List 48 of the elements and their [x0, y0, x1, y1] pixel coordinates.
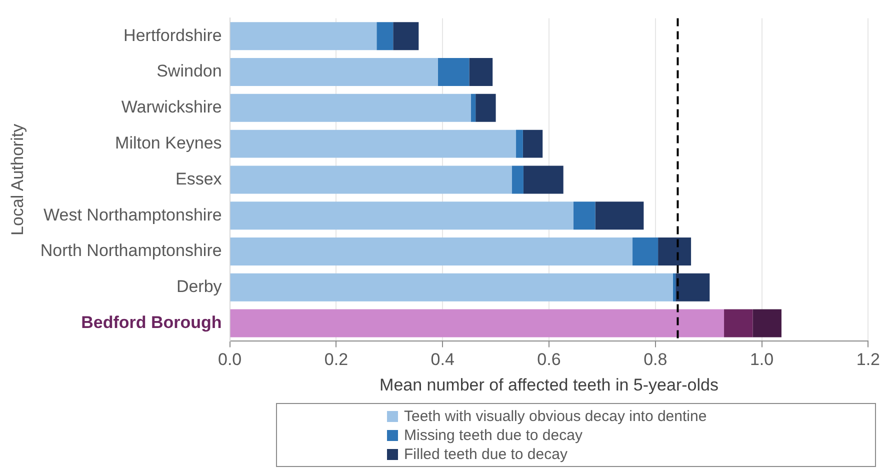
bar	[724, 309, 753, 338]
y-tick-label: Warwickshire	[121, 98, 222, 117]
x-tick-label: 0.0	[218, 350, 242, 370]
x-tick-label: 0.8	[644, 350, 668, 370]
bar	[516, 130, 523, 158]
bar	[476, 94, 496, 122]
bar	[523, 166, 564, 194]
bar	[376, 22, 394, 50]
x-axis-title: Mean number of affected teeth in 5-year-olds	[380, 375, 718, 394]
legend-label: Filled teeth due to decay	[404, 446, 568, 463]
legend-label: Teeth with visually obvious decay into dentine	[404, 408, 707, 425]
y-tick-label: West Northamptonshire	[44, 205, 222, 224]
bar	[470, 94, 476, 122]
bar	[230, 309, 724, 338]
x-tick-label: 0.4	[430, 350, 454, 370]
bar	[632, 237, 658, 266]
bar	[658, 237, 692, 266]
legend-label: Missing teeth due to decay	[404, 427, 582, 444]
bar	[512, 166, 524, 194]
bar	[230, 202, 574, 230]
x-tick-label: 1.2	[856, 350, 880, 370]
bar	[393, 22, 419, 50]
y-tick-label: Bedford Borough	[81, 312, 222, 332]
bar	[573, 202, 596, 230]
y-tick-label: North Northamptonshire	[40, 241, 222, 260]
bar	[595, 202, 644, 230]
bar	[672, 273, 676, 302]
x-tick-label: 0.2	[324, 350, 348, 370]
y-tick-label: Derby	[176, 277, 222, 296]
x-tick-label: 0.6	[537, 350, 561, 370]
bar	[230, 237, 633, 266]
bar	[230, 94, 471, 122]
bar	[438, 58, 470, 86]
y-tick-label: Hertfordshire	[124, 26, 222, 45]
y-tick-label: Swindon	[156, 62, 222, 81]
bar	[230, 273, 673, 302]
bar	[230, 166, 512, 194]
bar	[676, 273, 710, 302]
y-tick-label: Essex	[176, 169, 222, 188]
bar	[230, 58, 438, 86]
x-tick-label: 1.0	[750, 350, 774, 370]
bar	[230, 130, 516, 158]
bar	[230, 22, 377, 50]
y-axis-title: Local Authority	[8, 123, 27, 236]
y-tick-label: Milton Keynes	[115, 134, 222, 152]
bar	[469, 58, 493, 86]
bar	[752, 309, 782, 338]
bar	[522, 130, 543, 158]
